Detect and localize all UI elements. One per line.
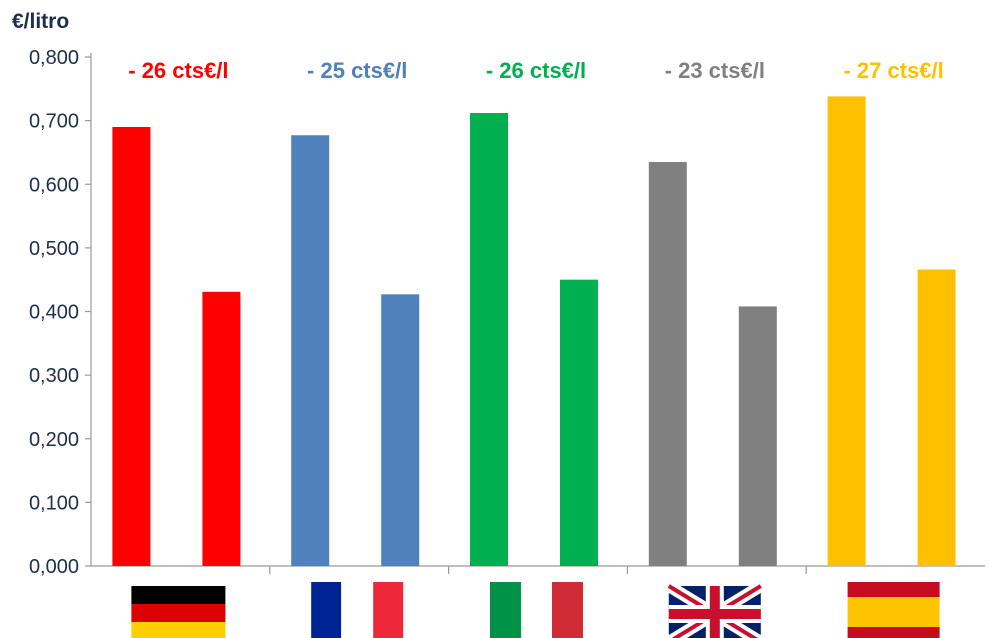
flags [131,580,940,638]
annotation-uk: - 23 cts€/l [665,58,765,83]
y-tick-label: 0,000 [29,556,79,578]
bar-germany-2 [202,291,241,566]
y-tick-label: 0,300 [29,365,79,387]
bar-italy-2 [560,279,598,566]
bar-uk-1 [648,161,687,566]
bar-france-1 [291,135,330,567]
annotation-italy: - 26 cts€/l [486,58,586,83]
bar-spain-2 [917,269,956,566]
bars [112,96,956,567]
y-tick-label: 0,700 [29,111,79,133]
annotation-germany: - 26 cts€/l [128,58,228,83]
y-tick-labels: 0,000 0,100 0,200 0,300 0,400 0,500 0,600 0,700… [29,47,91,578]
y-tick-label: 0,500 [29,238,79,260]
y-tick-label: 0,100 [29,492,79,514]
annotations: - 26 cts€/l - 25 cts€/l - 26 cts€/l - 23 ct… [128,58,943,83]
uk-flag [665,580,764,638]
bar-france-2 [381,294,420,566]
bar-germany-1 [112,126,151,567]
italy-flag [490,582,583,638]
y-axis-unit-label: €/litro [12,10,69,33]
y-tick-label: 0,200 [29,429,79,451]
bar-uk-2 [738,306,777,566]
germany-flag [131,586,226,638]
spain-flag [847,582,940,638]
bar-italy-1 [470,112,508,567]
y-tick-label: 0,400 [29,302,79,324]
bar-spain-1 [827,96,866,566]
annotation-spain: - 27 cts€/l [843,58,943,83]
annotation-france: - 25 cts€/l [307,58,407,83]
y-tick-label: 0,600 [29,174,79,196]
france-flag [311,582,404,638]
y-tick-label: 0,800 [29,47,79,69]
